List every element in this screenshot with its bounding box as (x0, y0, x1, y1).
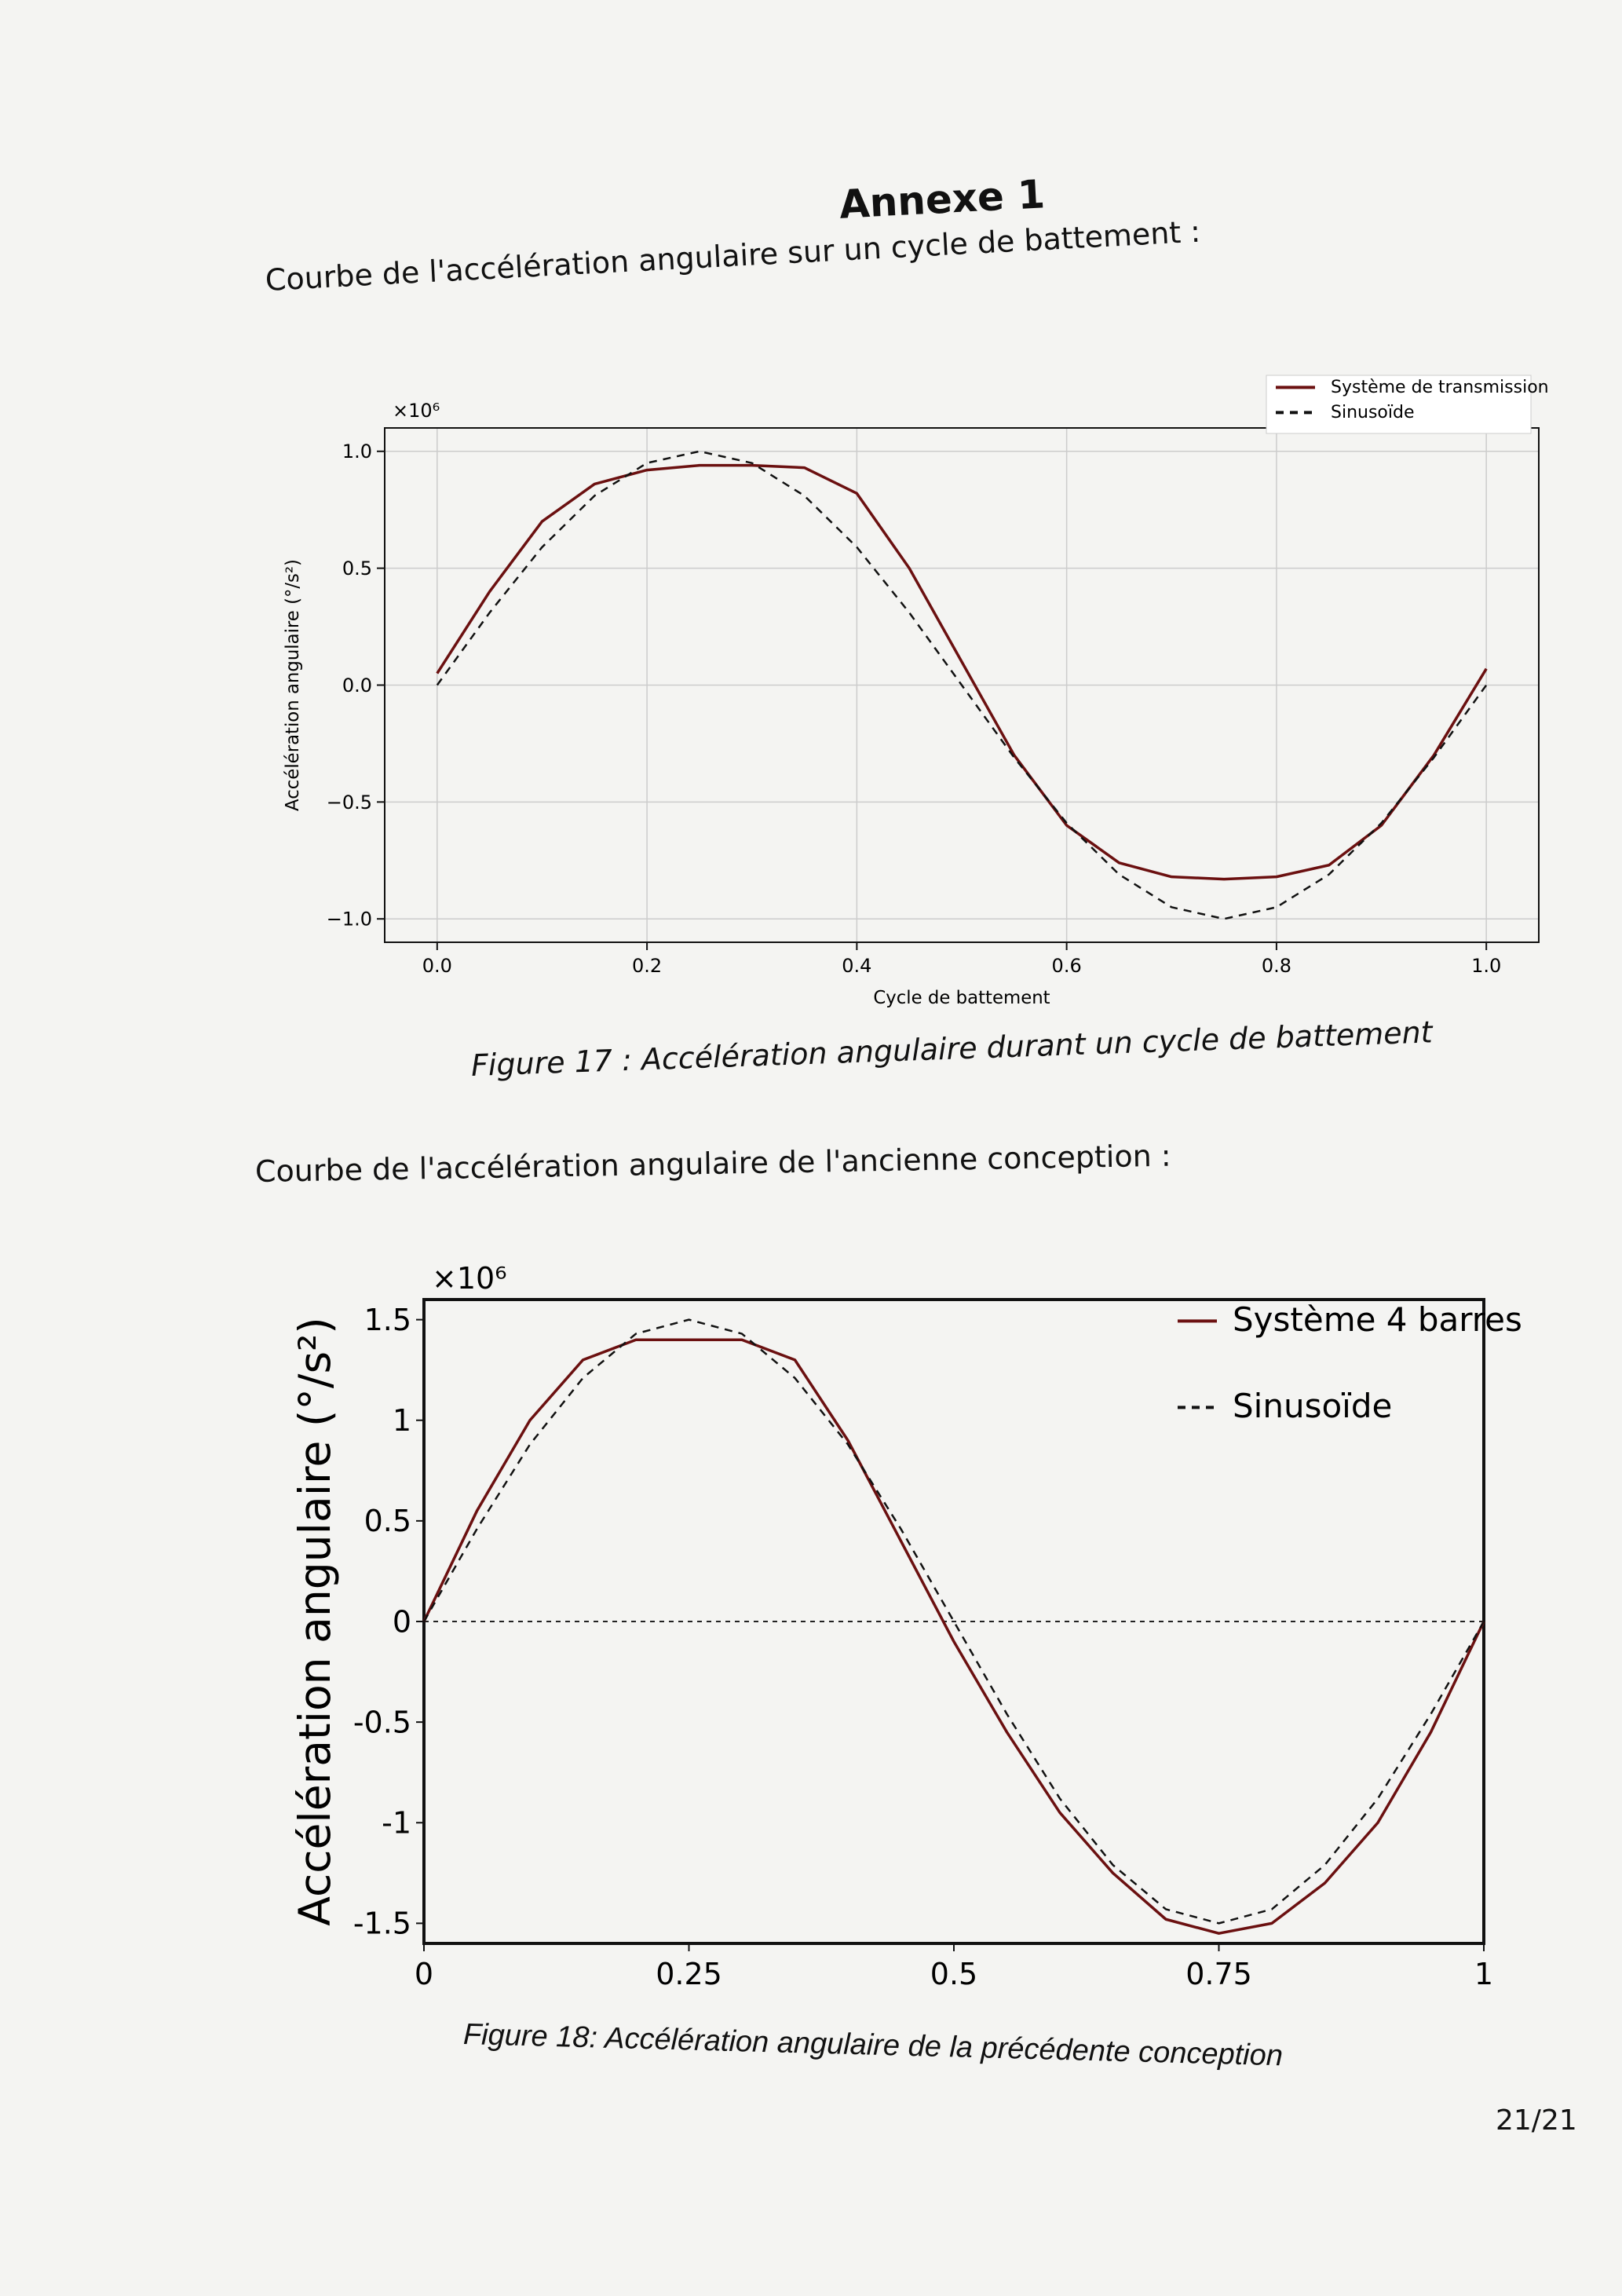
x-tick-label: 0.2 (632, 955, 662, 977)
legend-box (1266, 375, 1532, 434)
y-axis-label: Accélération angulaire (°/s²) (290, 1317, 340, 1926)
x-tick-label: 0.5 (930, 1957, 977, 1991)
y-tick-label: −0.5 (327, 792, 372, 813)
chart-figure-18: 0 0.25 0.5 0.75 1 1.5 1 0.5 0 -0.5 -1 -1.5 ×10⁶ Accél… (290, 1261, 1522, 1991)
x-tick-label: 1 (1474, 1957, 1493, 1991)
legend-label: Système de transmission (1331, 378, 1549, 397)
legend-label: Système 4 barres (1233, 1300, 1522, 1339)
y-tick-label: 1 (393, 1403, 411, 1438)
section-heading-2: Courbe de l'accélération angulaire de l'… (254, 1138, 1171, 1189)
y-tick-label: 0.0 (342, 675, 372, 696)
x-tick-label: 0 (415, 1957, 433, 1991)
x-tick-label: 0.0 (422, 955, 452, 977)
x-tick-label: 0.75 (1185, 1957, 1252, 1991)
chart-figure-17: 0.0 0.2 0.4 0.6 0.8 1.0 1.0 0.5 0.0 −0.5 −1.0 ×10⁶ C… (283, 375, 1549, 1008)
legend-label: Sinusoïde (1331, 403, 1415, 422)
x-tick-label: 0.8 (1262, 955, 1291, 977)
y-tick-label: 0.5 (364, 1504, 411, 1538)
y-tick-label: -1.5 (353, 1907, 411, 1941)
axis-multiplier: ×10⁶ (432, 1261, 506, 1296)
y-tick-label: 1.5 (364, 1303, 411, 1337)
x-tick-label: 0.4 (842, 955, 871, 977)
page-number: 21/21 (1496, 2104, 1577, 2137)
x-tick-label: 1.0 (1471, 955, 1501, 977)
legend-label: Sinusoïde (1233, 1387, 1392, 1425)
y-tick-label: -1 (382, 1806, 411, 1841)
series-line-sinusoide (422, 1318, 1485, 1925)
x-tick-label: 0.6 (1052, 955, 1082, 977)
series-line-system (422, 1338, 1485, 1935)
y-tick-label: -0.5 (353, 1705, 411, 1739)
y-tick-label: 0.5 (342, 558, 372, 579)
series-line-system (436, 463, 1488, 881)
y-tick-label: 1.0 (342, 441, 372, 462)
figure-caption-18: Figure 18: Accélération angulaire de la … (462, 2018, 1284, 2073)
y-axis-label: Accélération angulaire (°/s²) (283, 559, 303, 811)
axis-multiplier: ×10⁶ (393, 400, 440, 422)
x-axis-label: Cycle de battement (873, 988, 1050, 1008)
y-tick-label: −1.0 (327, 909, 372, 930)
x-tick-label: 0.25 (656, 1957, 722, 1991)
y-tick-label: 0 (393, 1604, 411, 1639)
